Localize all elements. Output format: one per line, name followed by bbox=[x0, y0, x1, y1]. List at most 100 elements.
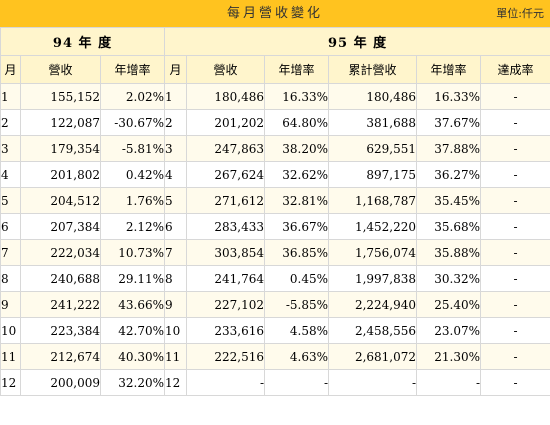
table-row: 11 212,674 40.30% 11 222,516 4.63% 2,681,072 21… bbox=[0, 343, 550, 370]
growth-94-cell: 29.11% bbox=[99, 265, 166, 292]
col-cum-growth: 年增率 bbox=[416, 55, 482, 84]
cum-growth-cell: 35.45% bbox=[416, 187, 482, 214]
growth-95-cell: 64.80% bbox=[264, 109, 330, 136]
month-95-cell: 3 bbox=[164, 135, 188, 162]
col-achievement: 達成率 bbox=[480, 55, 550, 84]
revenue-94-cell: 201,802 bbox=[20, 161, 101, 188]
month-94-cell: 12 bbox=[0, 369, 21, 396]
achievement-cell: - bbox=[480, 317, 550, 344]
cum-growth-cell: 23.07% bbox=[416, 317, 482, 344]
achievement-cell: - bbox=[480, 83, 550, 110]
page-title: 每月營收變化 bbox=[226, 6, 323, 21]
table-row: 10 223,384 42.70% 10 233,616 4.58% 2,458,556 23… bbox=[0, 317, 550, 344]
table-row: 4 201,802 0.42% 4 267,624 32.62% 897,175 36.27%… bbox=[0, 161, 550, 188]
growth-94-cell: 1.76% bbox=[99, 187, 166, 214]
growth-95-cell: 32.62% bbox=[264, 161, 330, 188]
month-95-cell: 1 bbox=[164, 83, 188, 110]
cum-growth-cell: 35.88% bbox=[416, 239, 482, 266]
col-month-95: 月 bbox=[164, 55, 188, 84]
cum-growth-cell: 30.32% bbox=[416, 265, 482, 292]
month-94-cell: 7 bbox=[0, 239, 21, 266]
col-revenue-94: 營收 bbox=[20, 55, 101, 84]
revenue-95-cell: 267,624 bbox=[186, 161, 266, 188]
cumulative-cell: - bbox=[328, 369, 418, 396]
growth-95-cell: 4.58% bbox=[264, 317, 330, 344]
growth-95-cell: -5.85% bbox=[264, 291, 330, 318]
month-94-cell: 10 bbox=[0, 317, 21, 344]
achievement-cell: - bbox=[480, 291, 550, 318]
achievement-cell: - bbox=[480, 109, 550, 136]
col-growth-94: 年增率 bbox=[99, 55, 166, 84]
achievement-cell: - bbox=[480, 239, 550, 266]
revenue-95-cell: 201,202 bbox=[186, 109, 266, 136]
col-growth-95: 年增率 bbox=[264, 55, 330, 84]
col-revenue-95: 營收 bbox=[186, 55, 266, 84]
month-94-cell: 9 bbox=[0, 291, 21, 318]
cum-growth-cell: - bbox=[416, 369, 482, 396]
month-95-cell: 5 bbox=[164, 187, 188, 214]
revenue-95-cell: 233,616 bbox=[186, 317, 266, 344]
cum-growth-cell: 36.27% bbox=[416, 161, 482, 188]
year-95-header: 95 年 度 bbox=[164, 27, 550, 56]
cumulative-cell: 1,756,074 bbox=[328, 239, 418, 266]
revenue-94-cell: 207,384 bbox=[20, 213, 101, 240]
table-row: 3 179,354 -5.81% 3 247,863 38.20% 629,551 37.88… bbox=[0, 135, 550, 162]
table-row: 2 122,087 -30.67% 2 201,202 64.80% 381,688 37.6… bbox=[0, 109, 550, 136]
achievement-cell: - bbox=[480, 135, 550, 162]
table-row: 12 200,009 32.20% 12- - - - - bbox=[0, 369, 550, 396]
month-95-cell: 4 bbox=[164, 161, 188, 188]
revenue-94-cell: 212,674 bbox=[20, 343, 101, 370]
growth-94-cell: 42.70% bbox=[99, 317, 166, 344]
growth-94-cell: -5.81% bbox=[99, 135, 166, 162]
revenue-95-cell: 271,612 bbox=[186, 187, 266, 214]
growth-94-cell: 2.12% bbox=[99, 213, 166, 240]
growth-95-cell: 16.33% bbox=[264, 83, 330, 110]
growth-94-cell: 43.66% bbox=[99, 291, 166, 318]
month-95-cell: 9 bbox=[164, 291, 188, 318]
growth-94-cell: 40.30% bbox=[99, 343, 166, 370]
year-94-header: 94 年 度 bbox=[0, 27, 166, 56]
month-94-cell: 4 bbox=[0, 161, 21, 188]
achievement-cell: - bbox=[480, 369, 550, 396]
revenue-95-cell: 283,433 bbox=[186, 213, 266, 240]
table-row: 1 155,152 2.02% 1 180,486 16.33% 180,486 16.33%… bbox=[0, 83, 550, 110]
month-94-cell: 2 bbox=[0, 109, 21, 136]
growth-95-cell: 4.63% bbox=[264, 343, 330, 370]
achievement-cell: - bbox=[480, 343, 550, 370]
growth-94-cell: 2.02% bbox=[99, 83, 166, 110]
growth-94-cell: 0.42% bbox=[99, 161, 166, 188]
achievement-cell: - bbox=[480, 187, 550, 214]
month-95-cell: 8 bbox=[164, 265, 188, 292]
growth-94-cell: -30.67% bbox=[99, 109, 166, 136]
table-row: 8 240,688 29.11% 8 241,764 0.45% 1,997,838 30.3… bbox=[0, 265, 550, 292]
revenue-95-cell: 247,863 bbox=[186, 135, 266, 162]
table-row: 5 204,512 1.76% 5 271,612 32.81% 1,168,787 35.4… bbox=[0, 187, 550, 214]
month-95-cell: 12 bbox=[164, 369, 188, 396]
cum-growth-cell: 25.40% bbox=[416, 291, 482, 318]
revenue-94-cell: 122,087 bbox=[20, 109, 101, 136]
month-95-cell: 2 bbox=[164, 109, 188, 136]
month-94-cell: 3 bbox=[0, 135, 21, 162]
revenue-95-cell: 180,486 bbox=[186, 83, 266, 110]
revenue-94-cell: 223,384 bbox=[20, 317, 101, 344]
revenue-94-cell: 179,354 bbox=[20, 135, 101, 162]
growth-95-cell: 36.85% bbox=[264, 239, 330, 266]
cumulative-cell: 1,168,787 bbox=[328, 187, 418, 214]
unit-label: 單位:仟元 bbox=[496, 7, 544, 20]
achievement-cell: - bbox=[480, 161, 550, 188]
revenue-94-cell: 155,152 bbox=[20, 83, 101, 110]
cumulative-cell: 381,688 bbox=[328, 109, 418, 136]
cum-growth-cell: 16.33% bbox=[416, 83, 482, 110]
cumulative-cell: 2,224,940 bbox=[328, 291, 418, 318]
growth-94-cell: 10.73% bbox=[99, 239, 166, 266]
growth-95-cell: 0.45% bbox=[264, 265, 330, 292]
cumulative-cell: 180,486 bbox=[328, 83, 418, 110]
growth-95-cell: 38.20% bbox=[264, 135, 330, 162]
revenue-94-cell: 204,512 bbox=[20, 187, 101, 214]
revenue-94-cell: 241,222 bbox=[20, 291, 101, 318]
col-month-94: 月 bbox=[0, 55, 21, 84]
cumulative-cell: 2,681,072 bbox=[328, 343, 418, 370]
month-94-cell: 6 bbox=[0, 213, 21, 240]
revenue-95-cell: 222,516 bbox=[186, 343, 266, 370]
